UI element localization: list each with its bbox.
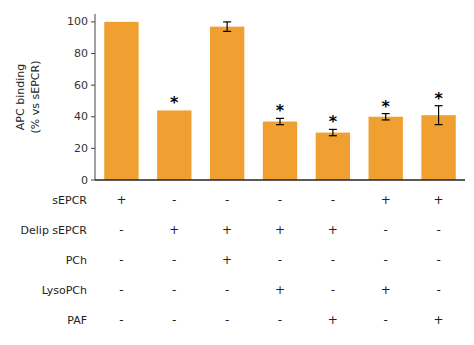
- table-cell: -: [119, 313, 123, 327]
- table-cell: +: [328, 313, 338, 327]
- y-axis-line: [95, 14, 96, 180]
- bars: [104, 22, 456, 180]
- table-cell: +: [381, 193, 391, 207]
- bar: [369, 117, 403, 180]
- y-tick-label: 40: [74, 110, 88, 123]
- table-cell: -: [384, 223, 388, 237]
- table-cell: -: [278, 253, 282, 267]
- table-cell: -: [331, 283, 335, 297]
- table-cell: -: [331, 253, 335, 267]
- table-cell: -: [436, 283, 440, 297]
- bar: [316, 133, 350, 180]
- significance-star: *: [382, 97, 391, 116]
- significance-star: *: [170, 93, 179, 112]
- table-cell: +: [275, 223, 285, 237]
- significance-star: *: [276, 101, 285, 120]
- table-row-label: Delip sEPCR: [21, 224, 88, 237]
- y-tick-label: 100: [67, 15, 88, 28]
- table-cell: -: [278, 193, 282, 207]
- table-cell: -: [225, 283, 229, 297]
- y-tick: [91, 180, 95, 181]
- table-cell: -: [172, 313, 176, 327]
- table-row-label: sEPCR: [52, 194, 87, 207]
- y-tick: [91, 21, 95, 22]
- bar: [104, 22, 138, 180]
- table-row-label: PAF: [67, 314, 87, 327]
- y-tick-label: 60: [74, 79, 88, 92]
- condition-table: sEPCR + - - - - + + Delip sEPCR - + + + + - - PCh - - + - - - -…: [21, 193, 444, 327]
- table-cell: -: [225, 193, 229, 207]
- significance-star: *: [434, 89, 443, 108]
- y-axis: 0 20 40 60 80 100: [67, 14, 95, 187]
- table-cell: +: [434, 193, 444, 207]
- table-cell: +: [222, 223, 232, 237]
- table-cell: -: [384, 313, 388, 327]
- table-cell: +: [434, 313, 444, 327]
- table-cell: -: [331, 193, 335, 207]
- table-cell: -: [225, 313, 229, 327]
- table-cell: +: [381, 283, 391, 297]
- chart: 0 20 40 60 80 100 APC binding(% vs sEPCR) * * * * *…: [0, 0, 474, 345]
- y-tick-label: 80: [74, 47, 88, 60]
- table-cell: +: [169, 223, 179, 237]
- table-cell: -: [172, 193, 176, 207]
- table-row-label: LysoPCh: [42, 284, 87, 297]
- y-tick-label: 20: [74, 142, 88, 155]
- table-cell: -: [119, 253, 123, 267]
- y-tick-label: 0: [81, 174, 88, 187]
- y-tick: [91, 148, 95, 149]
- y-axis-label: (% vs sEPCR): [29, 61, 42, 134]
- error-bar: [223, 22, 231, 31]
- bar: [263, 122, 297, 180]
- table-cell: +: [275, 283, 285, 297]
- y-tick: [91, 53, 95, 54]
- table-cell: +: [116, 193, 126, 207]
- table-row-label: PCh: [66, 254, 87, 267]
- bar: [210, 27, 244, 180]
- bar: [421, 115, 455, 180]
- y-tick: [91, 116, 95, 117]
- table-cell: -: [436, 253, 440, 267]
- table-cell: -: [172, 283, 176, 297]
- table-cell: +: [328, 223, 338, 237]
- table-cell: +: [222, 253, 232, 267]
- y-axis-label: APC binding: [14, 64, 27, 130]
- table-cell: -: [278, 313, 282, 327]
- x-axis-line: [95, 179, 465, 181]
- table-cell: -: [119, 223, 123, 237]
- significance-star: *: [329, 112, 338, 131]
- bar: [157, 110, 191, 180]
- error-bar: [435, 106, 443, 125]
- table-cell: -: [119, 283, 123, 297]
- table-cell: -: [172, 253, 176, 267]
- y-tick: [91, 85, 95, 86]
- table-cell: -: [384, 253, 388, 267]
- table-cell: -: [436, 223, 440, 237]
